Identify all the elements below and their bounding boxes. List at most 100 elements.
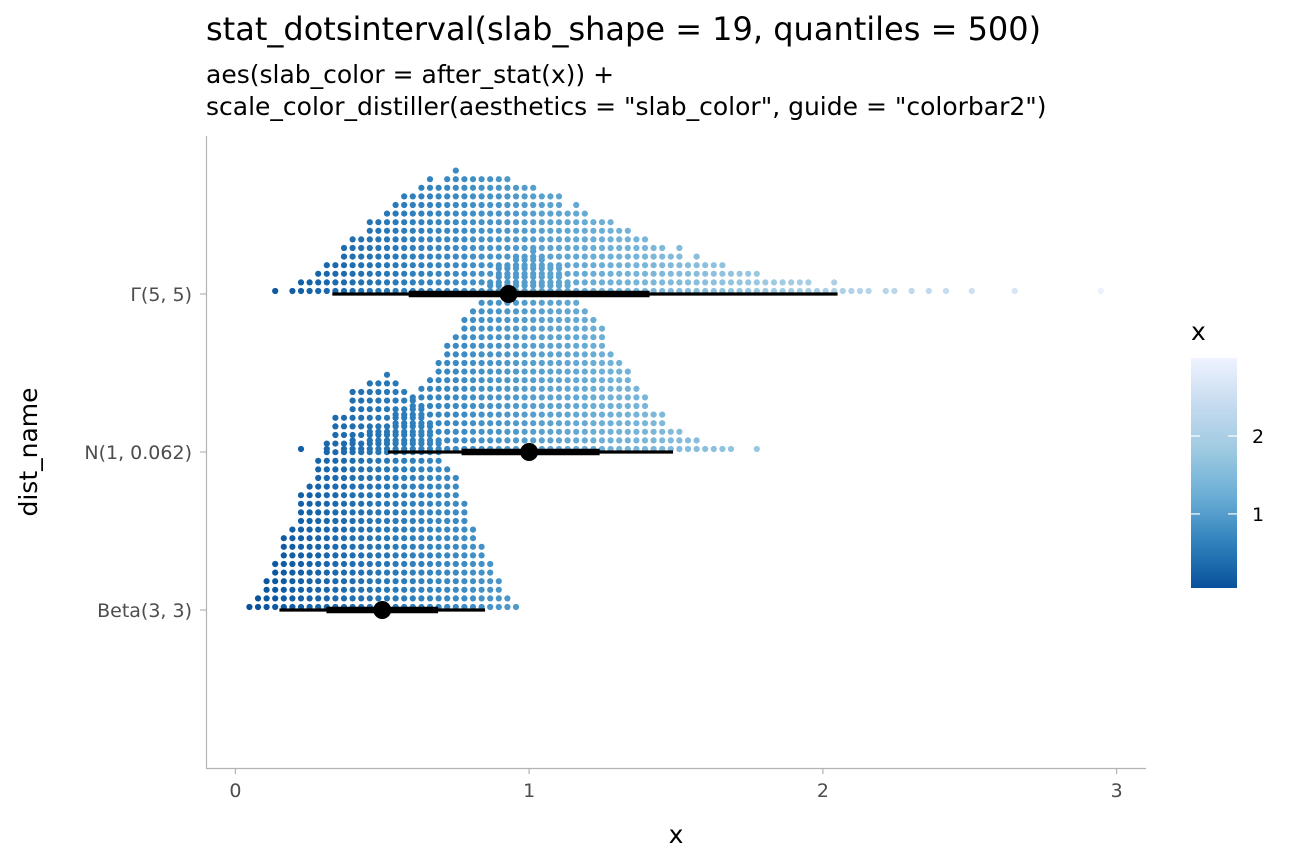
dot <box>487 334 494 341</box>
dot <box>323 543 330 550</box>
dot <box>418 483 425 490</box>
dot <box>667 428 674 435</box>
dot <box>409 586 416 593</box>
dot <box>409 569 416 576</box>
dot <box>444 368 451 375</box>
dot <box>435 578 442 585</box>
dot <box>641 437 649 444</box>
dot <box>693 279 700 286</box>
dot <box>444 394 451 401</box>
dot <box>435 210 442 217</box>
dot <box>392 578 399 585</box>
dot <box>478 543 485 550</box>
dot <box>521 368 528 375</box>
dot <box>426 253 434 260</box>
dot <box>495 201 502 209</box>
median-point <box>520 443 539 461</box>
dot <box>452 411 459 418</box>
dot <box>349 578 356 585</box>
dot <box>598 236 606 243</box>
dot <box>444 474 451 482</box>
dot <box>624 377 631 384</box>
dot <box>590 394 597 401</box>
dot <box>469 236 477 243</box>
dot <box>358 431 365 439</box>
dot <box>512 262 520 269</box>
dot <box>487 394 494 401</box>
dot <box>418 560 425 568</box>
dot <box>616 437 623 444</box>
dot <box>323 440 330 447</box>
dot <box>392 595 399 602</box>
dot <box>297 595 305 602</box>
dot <box>349 586 356 593</box>
dot <box>392 509 399 516</box>
dot <box>392 560 399 568</box>
dot <box>375 388 382 396</box>
dot <box>633 420 640 427</box>
dot <box>469 535 477 542</box>
dot <box>340 440 348 447</box>
dot <box>426 474 434 482</box>
dot <box>409 595 416 602</box>
dot <box>461 368 468 375</box>
dot <box>478 351 485 358</box>
dot <box>495 385 502 392</box>
dot <box>418 244 425 252</box>
dot <box>349 474 356 482</box>
dot <box>487 420 494 427</box>
dot <box>512 342 520 349</box>
dot <box>487 210 494 217</box>
dot <box>538 244 545 252</box>
dot <box>573 299 580 306</box>
dot <box>426 377 434 384</box>
dot <box>676 262 683 269</box>
dot <box>616 236 623 243</box>
dot <box>461 201 468 209</box>
dot <box>383 586 391 593</box>
dot <box>409 219 416 226</box>
dot <box>409 500 416 507</box>
dot <box>521 236 528 243</box>
dot <box>555 334 563 341</box>
dot <box>392 279 399 286</box>
dot <box>435 219 442 226</box>
dot <box>641 402 649 410</box>
dot <box>573 420 580 427</box>
dot <box>478 262 485 269</box>
dot <box>444 560 451 568</box>
dot <box>590 270 597 277</box>
dot <box>495 244 502 252</box>
dot <box>401 388 408 396</box>
dot <box>478 219 485 226</box>
dot <box>495 184 502 191</box>
dot <box>349 262 356 269</box>
dot <box>418 535 425 542</box>
dot <box>469 377 477 384</box>
dot <box>538 262 545 269</box>
dot <box>297 445 305 453</box>
dot <box>323 586 330 593</box>
dot <box>435 483 442 490</box>
dot <box>315 535 322 542</box>
dot <box>495 262 502 269</box>
dot <box>409 457 416 464</box>
dot <box>495 334 502 341</box>
dot <box>512 368 520 375</box>
dot <box>340 445 348 453</box>
dot <box>478 176 485 183</box>
dot <box>530 193 537 200</box>
dot <box>573 394 580 401</box>
dot <box>444 184 451 191</box>
dot <box>530 210 537 217</box>
dot <box>297 279 305 286</box>
dot <box>401 397 408 404</box>
dot <box>426 201 434 209</box>
dot <box>607 368 614 375</box>
dot <box>452 184 459 191</box>
dot <box>366 270 373 277</box>
dot <box>667 279 674 286</box>
dots-series <box>272 167 1104 295</box>
dot <box>521 351 528 358</box>
dot <box>409 526 416 533</box>
